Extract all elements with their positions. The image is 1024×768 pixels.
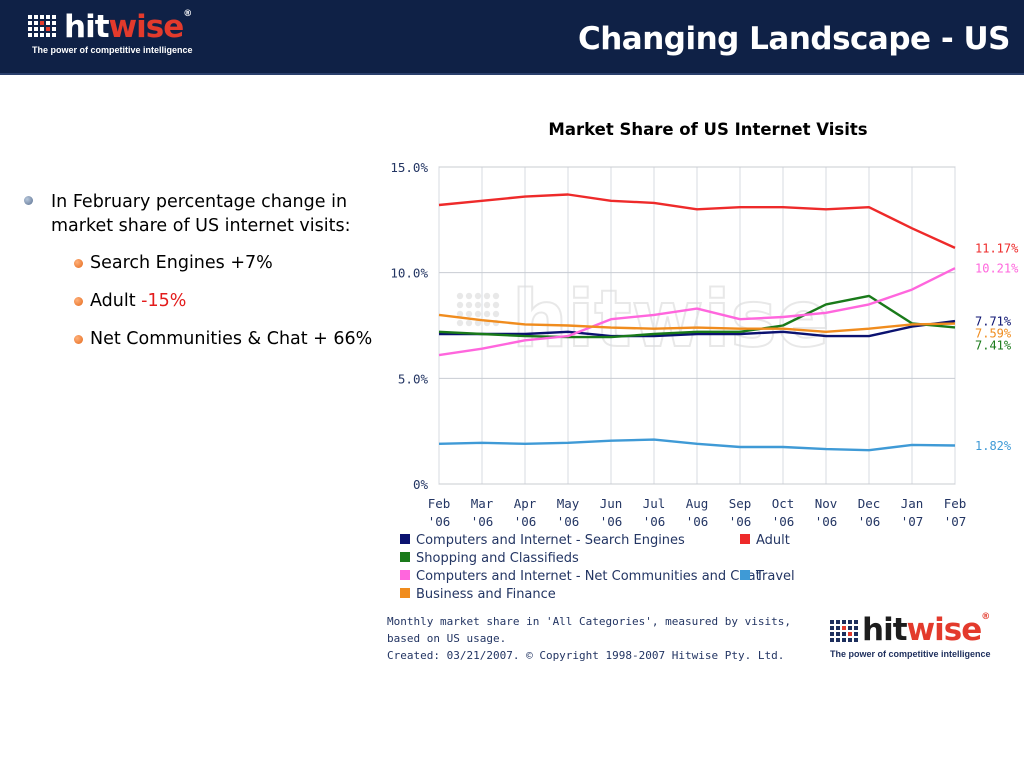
bullet-list: In February percentage change in market … xyxy=(22,190,372,366)
watermark-dot xyxy=(474,292,482,300)
logo-tagline: The power of competitive intelligence xyxy=(830,649,991,659)
watermark-dot xyxy=(465,292,473,300)
bullet-main: In February percentage change in market … xyxy=(22,190,372,238)
x-tick-label: Jan '07 xyxy=(901,496,924,529)
chart-title: Market Share of US Internet Visits xyxy=(548,120,868,139)
x-tick-label: Jun '06 xyxy=(600,496,623,529)
legend-label: Travel xyxy=(755,569,795,584)
hitwise-logo-footer: hitwise® The power of competitive intell… xyxy=(828,612,1018,667)
legend-label: Computers and Internet - Net Communities… xyxy=(416,569,761,584)
sub-bullet-value: -15% xyxy=(141,291,187,311)
end-value-label: 7.71% xyxy=(975,315,1012,329)
line-chart: hitwise 0% 5.0% 10.0% 15.0% Feb '06 Mar '06 Apr '0… xyxy=(390,160,1019,602)
x-tick-label: Aug '06 xyxy=(686,496,709,529)
legend-swatch xyxy=(400,570,410,580)
footnote-line: Monthly market share in 'All Categories'… xyxy=(387,615,791,628)
series-line xyxy=(438,294,956,339)
chart-footnote: Monthly market share in 'All Categories'… xyxy=(387,613,817,664)
y-tick-label: 15.0% xyxy=(390,160,428,175)
bullet-dot-icon xyxy=(74,259,83,268)
watermark-dot xyxy=(456,292,464,300)
watermark-dot xyxy=(474,319,482,327)
logo-tagline: The power of competitive intelligence xyxy=(32,45,193,55)
watermark-dot xyxy=(483,301,491,309)
footnote-line: Created: 03/21/2007. © Copyright 1998-20… xyxy=(387,649,785,662)
x-tick-label: Oct '06 xyxy=(772,496,795,529)
series-line xyxy=(438,267,956,357)
logo-grid-icon xyxy=(28,15,56,37)
x-tick-label: Nov '06 xyxy=(815,496,838,529)
watermark-dot xyxy=(456,310,464,318)
watermark-text: hitwise xyxy=(512,275,830,365)
watermark-dot xyxy=(456,319,464,327)
sub-bullet-search: Search Engines +7% xyxy=(72,252,380,275)
end-value-label: 11.17% xyxy=(975,241,1019,255)
sub-bullet-label: Adult xyxy=(90,291,142,311)
x-tick-label: Feb '06 xyxy=(428,496,451,529)
sub-bullet-label: Search Engines xyxy=(90,253,231,273)
footnote-line: based on US usage. xyxy=(387,632,507,645)
x-tick-label: Feb '07 xyxy=(944,496,967,529)
watermark-dot xyxy=(474,301,482,309)
logo-wordmark: hitwise® xyxy=(64,9,192,45)
watermark-dot xyxy=(483,292,491,300)
bullet-dot-icon xyxy=(24,196,33,205)
y-tick-label: 5.0% xyxy=(398,371,429,386)
series-line xyxy=(438,193,956,249)
end-value-label: 7.41% xyxy=(975,339,1012,353)
end-value-label: 10.21% xyxy=(975,262,1019,276)
watermark-dot xyxy=(492,301,500,309)
legend-label: Business and Finance xyxy=(416,587,556,602)
slide-header: hitwise® The power of competitive intell… xyxy=(0,0,1024,75)
legend-swatch xyxy=(740,534,750,544)
x-tick-label: Apr '06 xyxy=(514,496,537,529)
watermark-dot xyxy=(492,292,500,300)
watermark-dot xyxy=(492,310,500,318)
watermark-dot xyxy=(465,301,473,309)
page-title: Changing Landscape - US xyxy=(577,21,1011,57)
x-tick-label: May '06 xyxy=(557,496,580,529)
watermark-dot xyxy=(456,301,464,309)
sub-bullet-label: Net Communities & Chat + 66% xyxy=(90,329,373,349)
series-line xyxy=(439,319,956,338)
legend-swatch xyxy=(400,588,410,598)
y-tick-label: 0% xyxy=(413,477,429,492)
legend-swatch xyxy=(740,570,750,580)
x-tick-label: Mar '06 xyxy=(471,496,494,529)
bullet-dot-icon xyxy=(74,297,83,306)
bullet-dot-icon xyxy=(74,335,83,344)
series-line xyxy=(438,313,956,334)
legend-swatch xyxy=(400,552,410,562)
watermark-dot xyxy=(465,319,473,327)
watermark-dot xyxy=(483,310,491,318)
legend-label: Computers and Internet - Search Engines xyxy=(416,533,685,548)
sub-bullet-netcomm: Net Communities & Chat + 66% xyxy=(72,328,380,351)
x-tick-label: Sep '06 xyxy=(729,496,752,529)
sub-bullet-list: Search Engines +7% Adult -15% Net Commun… xyxy=(22,252,372,351)
watermark-dot xyxy=(474,310,482,318)
watermark: hitwise xyxy=(456,274,831,366)
sub-bullet-adult: Adult -15% xyxy=(72,290,380,313)
watermark-dot xyxy=(465,310,473,318)
x-tick-label: Dec '06 xyxy=(858,496,881,529)
legend-swatch xyxy=(400,534,410,544)
series-line xyxy=(438,438,956,452)
logo-wordmark: hitwise® xyxy=(862,612,990,648)
end-value-label: 1.82% xyxy=(975,439,1012,453)
x-tick-label: Jul '06 xyxy=(643,496,666,529)
legend-label: Shopping and Classifieds xyxy=(416,551,579,566)
bullet-main-text: In February percentage change in market … xyxy=(51,192,351,236)
logo-grid-icon xyxy=(830,620,858,642)
legend-label: Adult xyxy=(756,533,790,548)
y-tick-label: 10.0% xyxy=(390,266,428,281)
sub-bullet-value: +7% xyxy=(230,253,273,273)
end-value-label: 7.59% xyxy=(975,327,1012,341)
